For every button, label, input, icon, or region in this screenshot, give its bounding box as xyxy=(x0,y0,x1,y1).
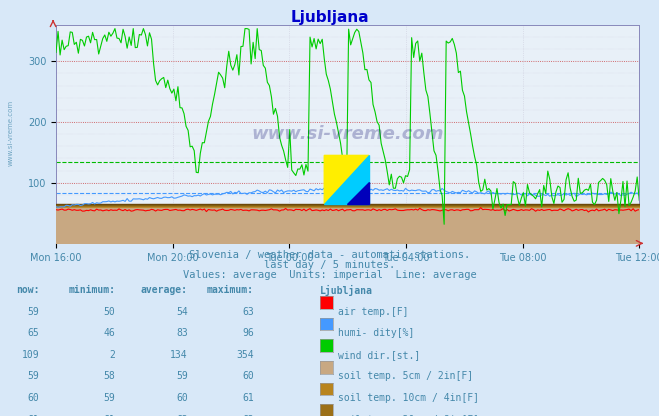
Text: 60: 60 xyxy=(28,393,40,403)
Text: 59: 59 xyxy=(103,393,115,403)
Text: 96: 96 xyxy=(242,328,254,338)
Text: 59: 59 xyxy=(28,371,40,381)
Text: 46: 46 xyxy=(103,328,115,338)
Text: wind dir.[st.]: wind dir.[st.] xyxy=(338,350,420,360)
Text: minimum:: minimum: xyxy=(69,285,115,295)
Text: last day / 5 minutes.: last day / 5 minutes. xyxy=(264,260,395,270)
Text: soil temp. 5cm / 2in[F]: soil temp. 5cm / 2in[F] xyxy=(338,371,473,381)
Text: 58: 58 xyxy=(103,371,115,381)
Text: Ljubljana: Ljubljana xyxy=(320,285,372,296)
Text: 83: 83 xyxy=(176,328,188,338)
Text: humi- dity[%]: humi- dity[%] xyxy=(338,328,415,338)
Text: soil temp. 10cm / 4in[F]: soil temp. 10cm / 4in[F] xyxy=(338,393,479,403)
Text: 61: 61 xyxy=(103,415,115,416)
Text: 60: 60 xyxy=(242,371,254,381)
Text: 59: 59 xyxy=(28,307,40,317)
Text: 62: 62 xyxy=(242,415,254,416)
Text: 54: 54 xyxy=(176,307,188,317)
Polygon shape xyxy=(324,156,369,204)
Text: 59: 59 xyxy=(176,371,188,381)
Text: soil temp. 20cm / 8in[F]: soil temp. 20cm / 8in[F] xyxy=(338,415,479,416)
Text: 354: 354 xyxy=(236,350,254,360)
Text: 2: 2 xyxy=(109,350,115,360)
Text: 62: 62 xyxy=(176,415,188,416)
Text: 63: 63 xyxy=(242,307,254,317)
Text: 109: 109 xyxy=(22,350,40,360)
Text: 61: 61 xyxy=(242,393,254,403)
Text: Values: average  Units: imperial  Line: average: Values: average Units: imperial Line: av… xyxy=(183,270,476,280)
Text: 50: 50 xyxy=(103,307,115,317)
Text: Slovenia / weather data - automatic stations.: Slovenia / weather data - automatic stat… xyxy=(189,250,470,260)
Text: 61: 61 xyxy=(28,415,40,416)
Polygon shape xyxy=(347,182,369,204)
Text: 134: 134 xyxy=(170,350,188,360)
Text: maximum:: maximum: xyxy=(207,285,254,295)
Polygon shape xyxy=(324,156,369,204)
Text: www.si-vreme.com: www.si-vreme.com xyxy=(8,100,14,166)
Text: average:: average: xyxy=(141,285,188,295)
Text: 65: 65 xyxy=(28,328,40,338)
Text: Ljubljana: Ljubljana xyxy=(290,10,369,25)
Text: now:: now: xyxy=(16,285,40,295)
Text: air temp.[F]: air temp.[F] xyxy=(338,307,409,317)
Text: www.si-vreme.com: www.si-vreme.com xyxy=(251,125,444,143)
Text: 60: 60 xyxy=(176,393,188,403)
